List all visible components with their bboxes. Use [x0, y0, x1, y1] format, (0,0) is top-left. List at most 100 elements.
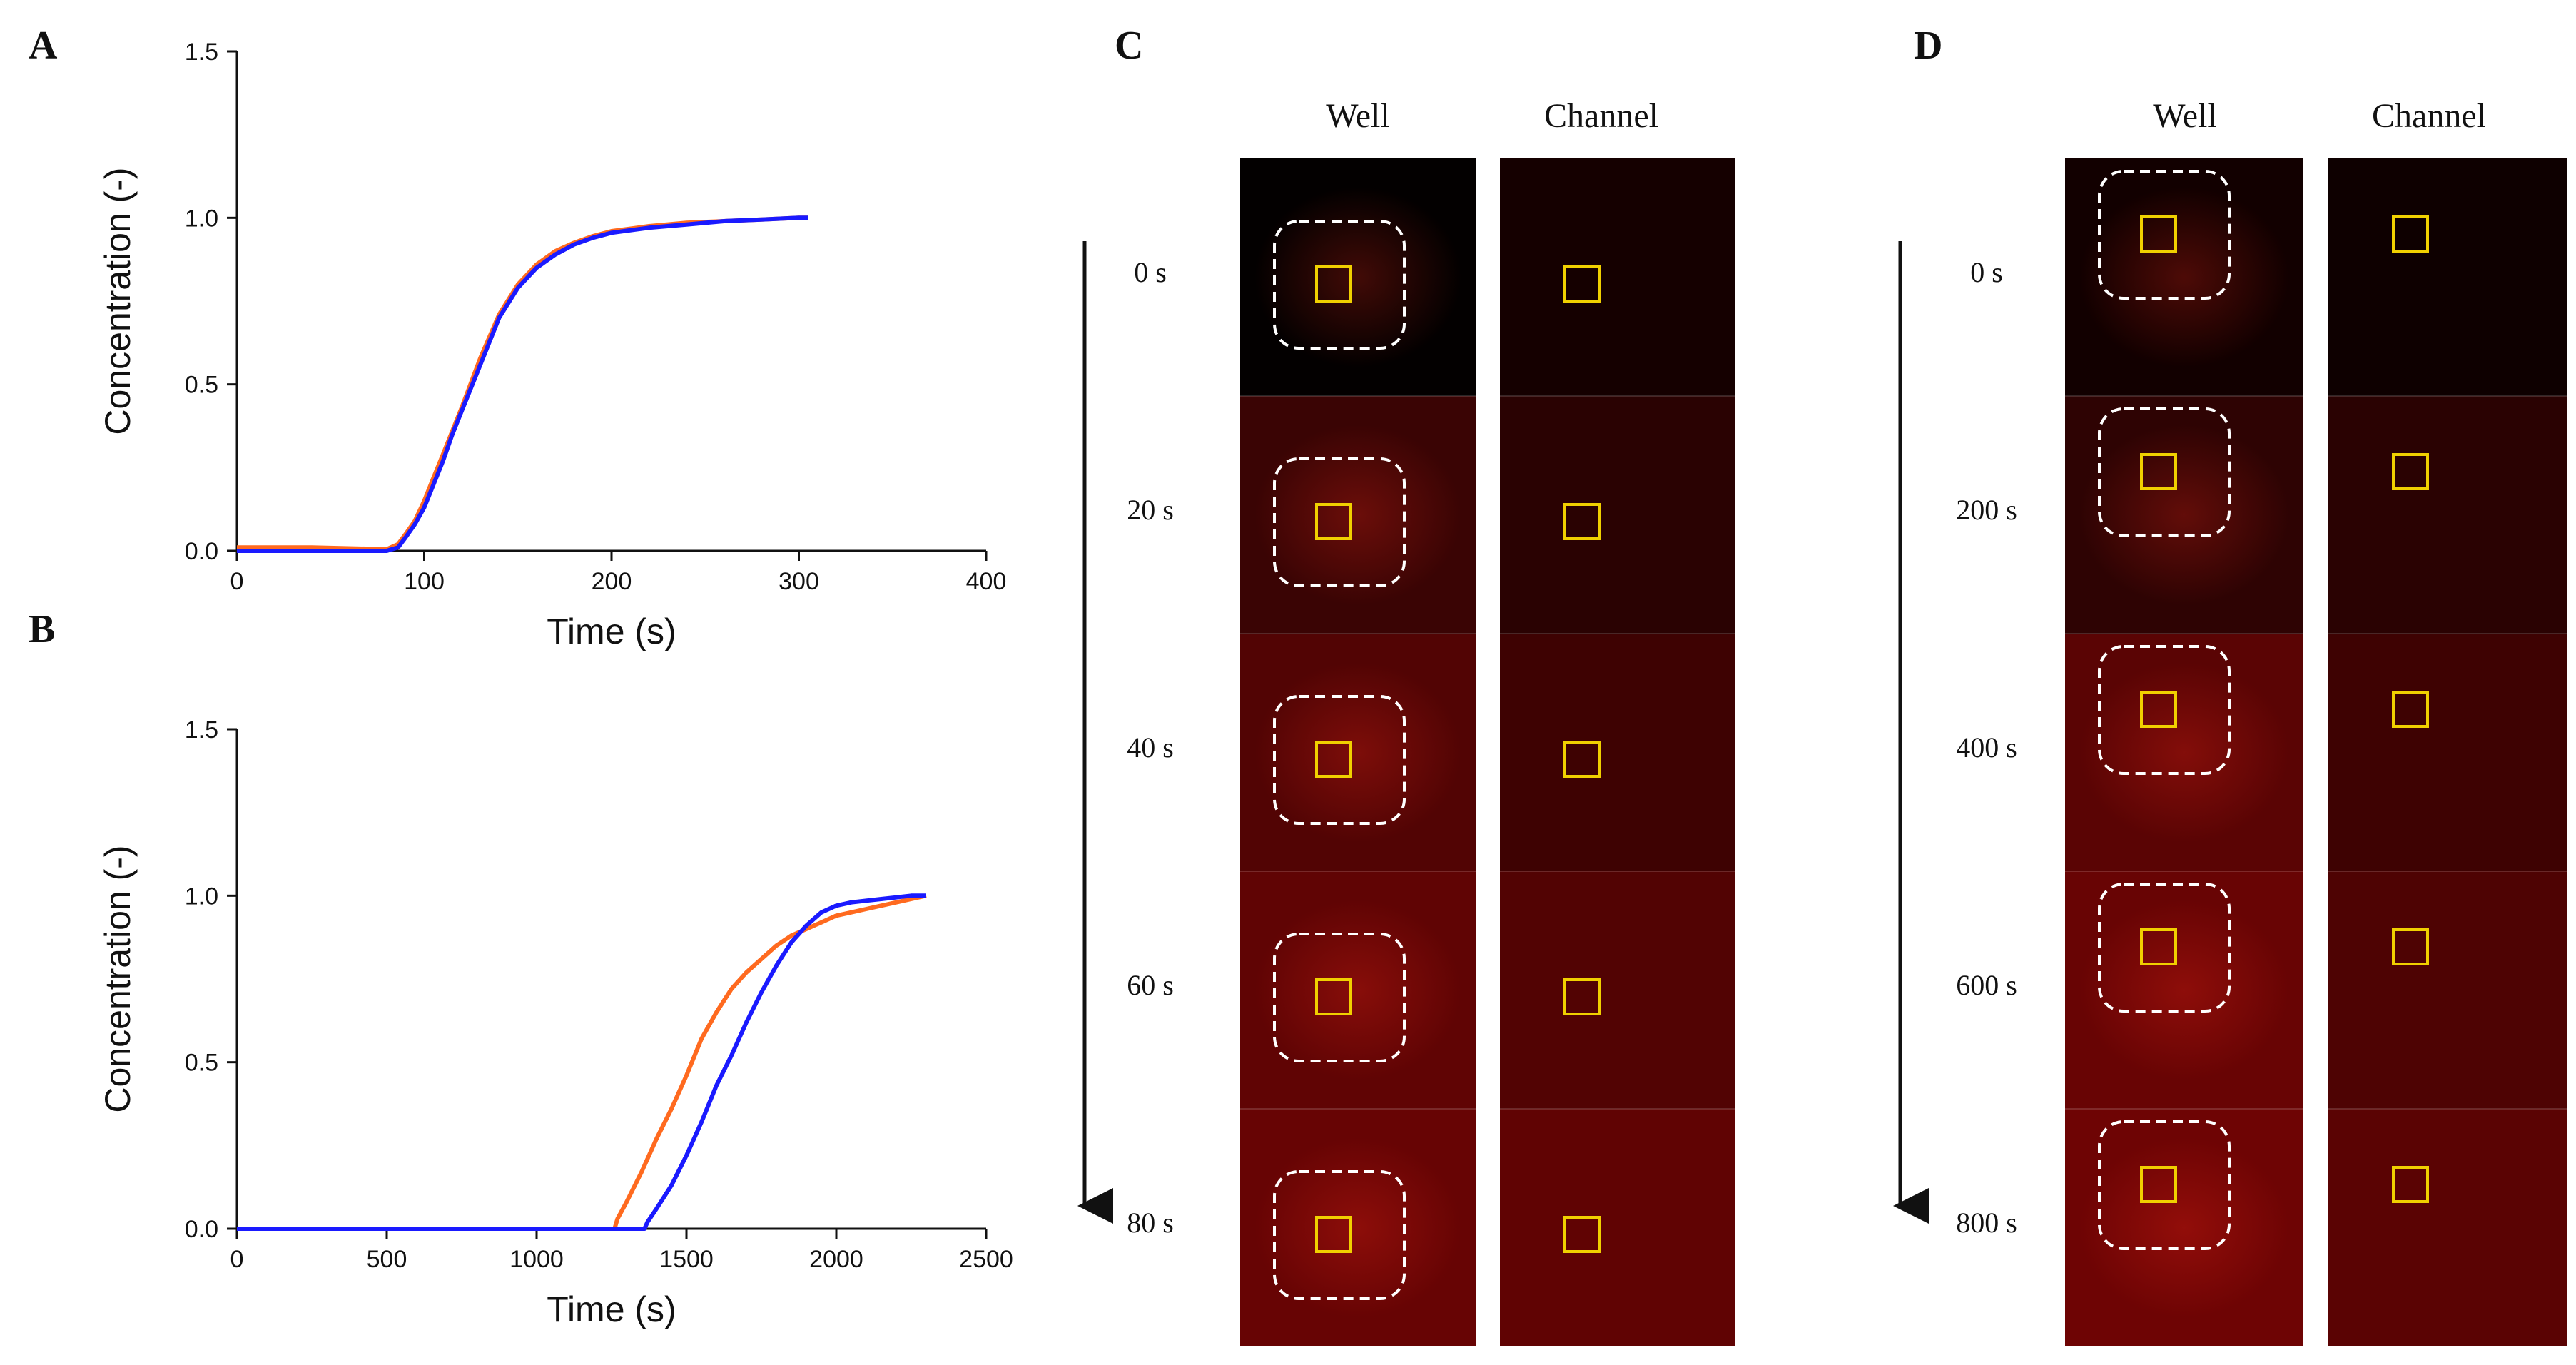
panel-d-well-glow [2079, 900, 2289, 1080]
panel-c-channel-roi-square [1563, 1216, 1601, 1253]
panel-c-well-dashed-outline [1273, 695, 1406, 825]
panel-c-time-label: 60 s [1127, 969, 1174, 1001]
chart-a-x-tick-label: 200 [592, 568, 632, 595]
panel-d-time-label: 800 s [1956, 1207, 2017, 1239]
panel-c-time-label: 0 s [1134, 256, 1167, 288]
panel-c-header-channel: Channel [1544, 97, 1658, 135]
panel-letter-b: B [29, 607, 55, 651]
chart-b-series-1-line [237, 893, 927, 1231]
panel-c-well-dashed-outline [1273, 1170, 1406, 1300]
chart-b: 0 500 1000 1500 2000 2500 0.0 0.5 1.0 1.5 Time (s)… [98, 716, 1013, 1329]
panel-d-well-dashed-outline [2098, 407, 2231, 537]
panel-c-channel-image [1500, 1109, 1735, 1346]
chart-a-y-tick-label: 0.0 [185, 538, 218, 565]
chart-a-series-2-line [237, 215, 808, 553]
panel-d-channel-image [2328, 1109, 2567, 1346]
panel-d-channel-image [2328, 396, 2567, 634]
chart-b-x-tick-label: 0 [230, 1246, 244, 1273]
panel-d-channel-roi-square [2392, 691, 2429, 728]
chart-a-x-axis-title: Time (s) [547, 612, 676, 651]
chart-b-x-tick-label: 2000 [809, 1246, 863, 1273]
panel-c-well-glow [1254, 425, 1461, 605]
panel-d-channel-image [2328, 158, 2567, 396]
panel-d-channel-roi-square [2392, 1166, 2429, 1203]
panel-c-channel-roi-square [1563, 265, 1601, 303]
panel-c-channel-image [1500, 396, 1735, 634]
panel-c-time-label: 20 s [1127, 494, 1174, 526]
chart-b-x-tick-label: 500 [367, 1246, 407, 1273]
chart-b-x-tick-label: 2500 [959, 1246, 1013, 1273]
panel-c-well-roi-square [1315, 503, 1352, 540]
chart-a-y-axis-title: Concentration (-) [98, 167, 138, 435]
panel-c-channel-image [1500, 871, 1735, 1109]
panel-c-time-label: 80 s [1127, 1207, 1174, 1239]
panel-c-well-dashed-outline [1273, 457, 1406, 587]
panel-c-time-label: 40 s [1127, 731, 1174, 763]
chart-a-y-tick-label: 0.5 [185, 372, 218, 399]
panel-d-time-label: 400 s [1956, 731, 2017, 763]
panel-d-image-grid: Well Channel 0 s 200 s 400 s 600 s 800 s [1893, 97, 2567, 1346]
panel-d-channel-roi-square [2392, 928, 2429, 965]
panel-c-image-grid: Well Channel 0 s 20 s 40 s 60 s 80 s [1077, 97, 1735, 1346]
panel-d-channel-image [2328, 871, 2567, 1109]
chart-a-series-1-line [237, 215, 808, 552]
panel-c-well-glow [1254, 900, 1461, 1080]
panel-c-well-roi-square [1315, 265, 1352, 303]
chart-a-x-tick-label: 0 [230, 568, 244, 595]
chart-b-x-tick-label: 1500 [659, 1246, 714, 1273]
panel-d-header-well: Well [2153, 97, 2216, 135]
panel-d-well-dashed-outline [2098, 1120, 2231, 1250]
panel-c-well-glow [1254, 662, 1461, 843]
panel-d-channel-roi-square [2392, 215, 2429, 253]
panel-letter-c: C [1115, 24, 1143, 68]
chart-b-y-tick-label: 0.5 [185, 1050, 218, 1077]
panel-d-well-glow [2079, 425, 2289, 605]
panel-c-channel-image [1500, 634, 1735, 871]
chart-b-y-tick-label: 1.5 [185, 716, 218, 744]
chart-a-x-tick-label: 300 [779, 568, 819, 595]
chart-a-y-tick-label: 1.0 [185, 205, 218, 232]
panel-letter-a: A [29, 24, 58, 68]
panel-c-well-roi-square [1315, 741, 1352, 778]
panel-d-well-glow [2079, 1137, 2289, 1318]
panel-d-well-roi-square [2140, 691, 2177, 728]
chart-a-y-tick-label: 1.5 [185, 39, 218, 66]
panel-c-channel-image [1500, 158, 1735, 396]
panel-d-well-roi-square [2140, 1166, 2177, 1203]
panel-d-well-dashed-outline [2098, 170, 2231, 300]
panel-letter-d: D [1914, 24, 1942, 68]
panel-d-time-label: 0 s [1970, 256, 2003, 288]
panel-c-header-well: Well [1326, 97, 1389, 135]
panel-c-channel-roi-square [1563, 741, 1601, 778]
panel-d-well-roi-square [2140, 928, 2177, 965]
panel-c-well-dashed-outline [1273, 933, 1406, 1062]
chart-b-series-2-line [237, 893, 926, 1231]
panel-d-well-dashed-outline [2098, 883, 2231, 1013]
panel-c-channel-roi-square [1563, 978, 1601, 1015]
panel-d-well-dashed-outline [2098, 645, 2231, 775]
panel-d-well-glow [2079, 662, 2289, 843]
panel-d-header-channel: Channel [2372, 97, 2486, 135]
panel-c-well-roi-square [1315, 978, 1352, 1015]
chart-a-x-tick-label: 400 [966, 568, 1007, 595]
panel-c-well-dashed-outline [1273, 220, 1406, 350]
chart-a: 0 100 200 300 400 0.0 0.5 1.0 1.5 Time (s) Concent… [98, 39, 1006, 651]
panel-c-well-roi-square [1315, 1216, 1352, 1253]
chart-b-y-tick-label: 1.0 [185, 883, 218, 910]
panel-d-well-roi-square [2140, 453, 2177, 490]
panel-d-well-glow [2079, 187, 2289, 367]
panel-d-channel-roi-square [2392, 453, 2429, 490]
chart-b-x-axis-title: Time (s) [547, 1289, 676, 1329]
panel-c-well-glow [1254, 1137, 1461, 1318]
chart-b-y-tick-label: 0.0 [185, 1216, 218, 1243]
panel-d-time-label: 200 s [1956, 494, 2017, 526]
panel-c-channel-roi-square [1563, 503, 1601, 540]
panel-d-well-roi-square [2140, 215, 2177, 253]
panel-d-time-label: 600 s [1956, 969, 2017, 1001]
panel-d-channel-image [2328, 634, 2567, 871]
chart-b-x-tick-label: 1000 [509, 1246, 564, 1273]
chart-b-y-axis-title: Concentration (-) [98, 845, 138, 1112]
panel-c-well-glow [1254, 187, 1461, 367]
chart-a-x-tick-label: 100 [404, 568, 445, 595]
